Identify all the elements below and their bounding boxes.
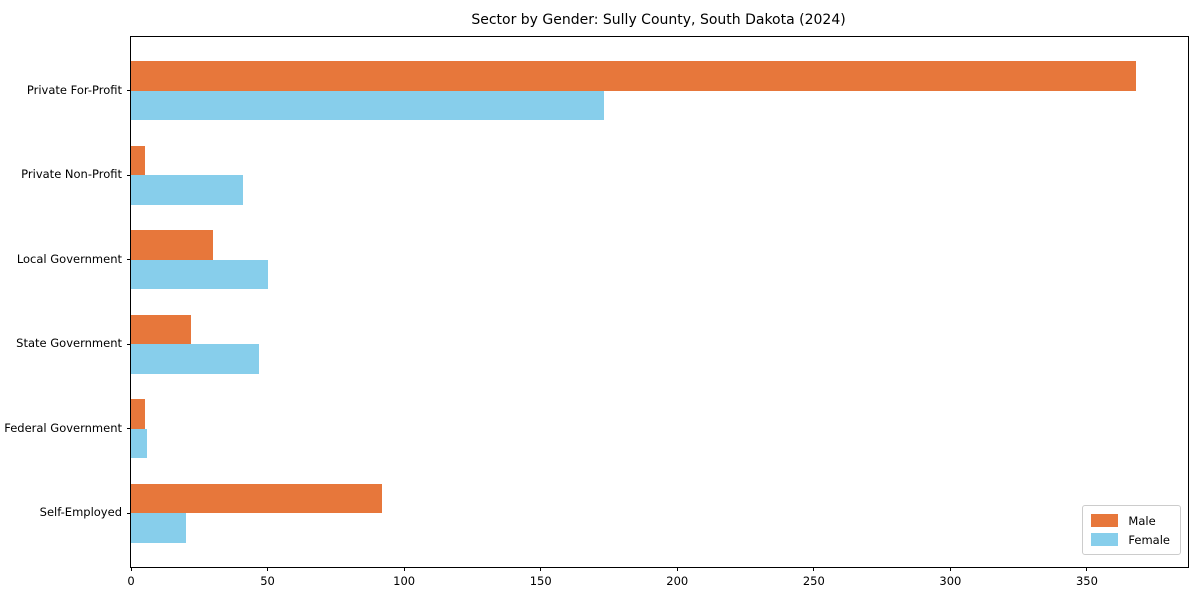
legend-entry-male: Male bbox=[1091, 511, 1170, 530]
y-tick-label-state-government: State Government bbox=[16, 336, 122, 351]
legend-entry-female: Female bbox=[1091, 530, 1170, 549]
x-tick-label-0: 0 bbox=[127, 574, 135, 588]
x-tick-mark bbox=[1086, 567, 1088, 571]
bar-female-private-non-profit bbox=[131, 175, 243, 205]
bar-male-local-government bbox=[131, 230, 213, 260]
x-tick-label-150: 150 bbox=[529, 574, 552, 588]
legend-label-male: Male bbox=[1128, 513, 1156, 528]
bar-male-private-for-profit bbox=[131, 61, 1137, 91]
x-tick-label-200: 200 bbox=[666, 574, 689, 588]
x-tick-label-250: 250 bbox=[802, 574, 825, 588]
bar-female-self-employed bbox=[131, 513, 186, 543]
y-tick-mark bbox=[127, 428, 131, 430]
bar-male-private-non-profit bbox=[131, 145, 145, 176]
bar-female-local-government bbox=[131, 259, 268, 290]
y-tick-label-private-for-profit: Private For-Profit bbox=[26, 82, 122, 97]
bar-female-federal-government bbox=[131, 428, 148, 459]
legend: Male Female bbox=[1082, 505, 1181, 555]
x-tick-label-50: 50 bbox=[260, 574, 275, 588]
x-tick-mark bbox=[813, 567, 815, 571]
x-tick-mark bbox=[949, 567, 951, 571]
x-tick-label-350: 350 bbox=[1075, 574, 1098, 588]
y-tick-mark bbox=[127, 343, 131, 345]
bar-female-private-for-profit bbox=[131, 90, 604, 121]
chart-title: Sector by Gender: Sully County, South Da… bbox=[471, 12, 846, 28]
x-tick-mark bbox=[267, 567, 269, 571]
y-tick-mark bbox=[127, 259, 131, 261]
x-tick-label-100: 100 bbox=[393, 574, 416, 588]
x-tick-mark bbox=[130, 567, 132, 571]
bar-male-federal-government bbox=[131, 399, 145, 429]
y-tick-mark bbox=[127, 90, 131, 92]
x-tick-mark bbox=[540, 567, 542, 571]
legend-swatch-male bbox=[1091, 514, 1119, 527]
y-tick-mark bbox=[127, 174, 131, 176]
legend-swatch-female bbox=[1091, 533, 1119, 546]
y-tick-label-private-non-profit: Private Non-Profit bbox=[21, 167, 122, 182]
bar-female-state-government bbox=[131, 344, 260, 374]
x-tick-mark bbox=[676, 567, 678, 571]
y-tick-label-federal-government: Federal Government bbox=[4, 420, 122, 435]
plot-area: Male Female Private For-Profit Private Non… bbox=[4, 36, 1189, 588]
y-tick-mark bbox=[127, 512, 131, 514]
bar-male-self-employed bbox=[131, 483, 383, 514]
y-tick-label-self-employed: Self-Employed bbox=[39, 505, 122, 520]
legend-label-female: Female bbox=[1128, 532, 1170, 547]
x-tick-label-300: 300 bbox=[939, 574, 962, 588]
bar-male-state-government bbox=[131, 314, 192, 345]
x-tick-mark bbox=[403, 567, 405, 571]
y-tick-label-local-government: Local Government bbox=[16, 251, 122, 266]
